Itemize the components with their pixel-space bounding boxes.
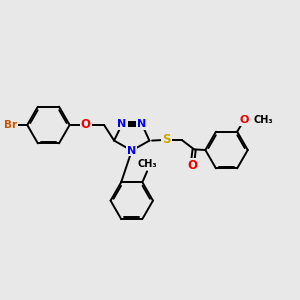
Text: O: O [81, 118, 91, 131]
Text: O: O [240, 116, 249, 125]
Text: CH₃: CH₃ [254, 116, 274, 125]
Text: N: N [127, 146, 136, 156]
Text: S: S [162, 134, 171, 146]
Text: Br: Br [4, 120, 17, 130]
Text: CH₃: CH₃ [138, 159, 158, 169]
Text: O: O [188, 159, 198, 172]
Text: N: N [137, 119, 146, 129]
Text: N: N [117, 119, 127, 129]
